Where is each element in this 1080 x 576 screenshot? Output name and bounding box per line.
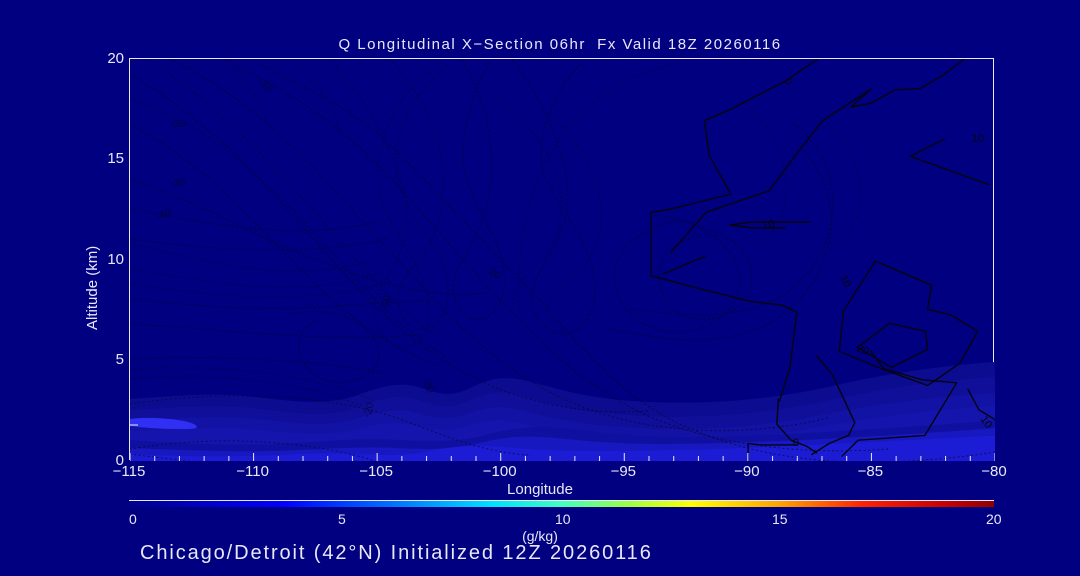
svg-text:10: 10 xyxy=(837,273,853,289)
svg-text:-10: -10 xyxy=(256,76,275,95)
svg-text:-50: -50 xyxy=(379,294,393,311)
svg-text:-40: -40 xyxy=(154,206,173,223)
svg-text:0: 0 xyxy=(793,437,799,449)
svg-text:0: 0 xyxy=(782,76,795,88)
svg-text:10: 10 xyxy=(761,218,775,232)
svg-text:20: 20 xyxy=(855,343,871,358)
svg-text:-30: -30 xyxy=(170,177,185,189)
svg-text:-20: -20 xyxy=(483,264,502,283)
svg-text:10: 10 xyxy=(972,133,984,145)
svg-text:-20: -20 xyxy=(170,118,185,130)
